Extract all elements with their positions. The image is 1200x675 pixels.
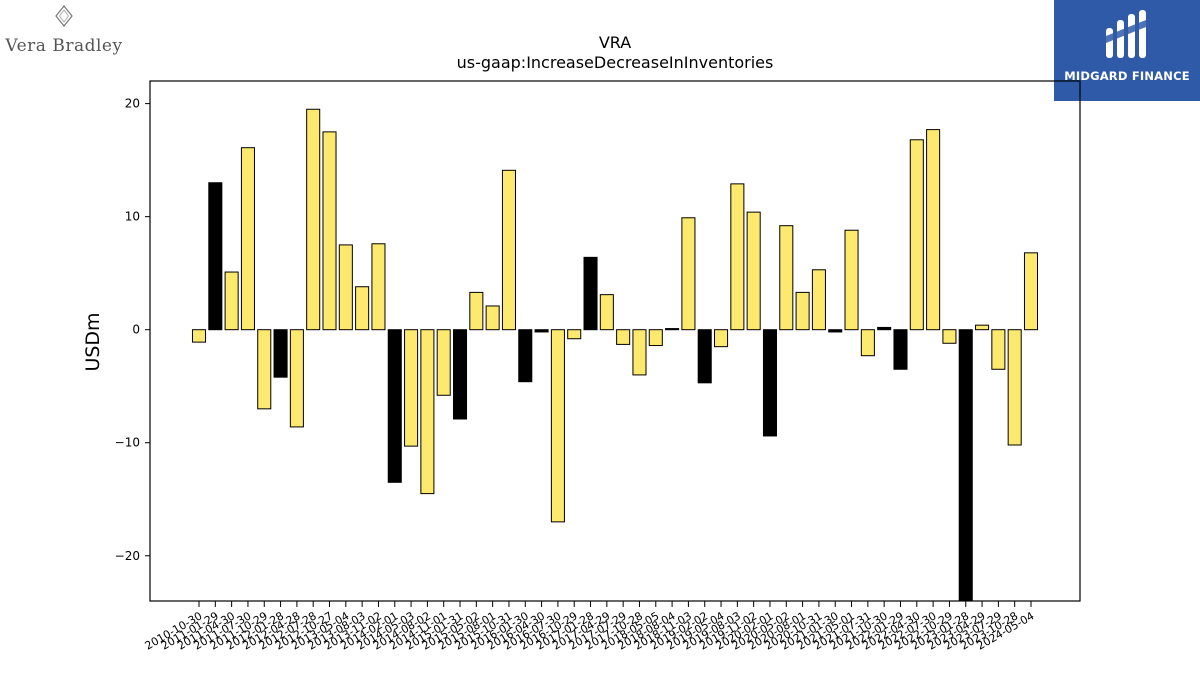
midgard-finance-logo: MIDGARD FINANCE (1054, 0, 1200, 101)
bar-2014-02-01 (387, 329, 402, 483)
bar-2015-01-31 (452, 329, 468, 420)
bar-2012-10-27 (322, 131, 337, 331)
bar-2015-10-31 (501, 169, 516, 331)
x-axis: 2010-10-302011-01-292011-04-302011-07-30… (143, 601, 1037, 653)
bar-2016-04-30 (534, 329, 549, 333)
bar-2011-04-30 (224, 271, 239, 331)
bar-2012-07-28 (306, 108, 321, 331)
bar-2021-01-30 (828, 329, 843, 333)
chart-subtitle: us-gaap:IncreaseDecreaseInInventories (457, 53, 774, 72)
bar-2011-01-29 (208, 182, 223, 331)
chart-title: VRA (599, 33, 631, 52)
midgard-mark-icon (1106, 10, 1146, 58)
bar-2017-04-29 (599, 294, 614, 331)
bar-2011-10-29 (257, 329, 272, 410)
bar-2022-10-29 (942, 329, 957, 344)
y-axis-label: USDm (82, 312, 104, 371)
bar-2020-08-01 (795, 291, 810, 331)
bar-2017-01-28 (583, 256, 598, 331)
bar-2013-11-02 (371, 243, 386, 331)
bar-2018-05-05 (648, 329, 663, 347)
bar-2019-05-04 (714, 329, 729, 348)
bar-2023-01-28 (958, 329, 973, 602)
bar-2023-10-28 (1007, 329, 1022, 446)
bar-2015-05-02 (469, 291, 484, 331)
bar-2013-05-04 (338, 244, 353, 331)
vera-bradley-wordmark: Vera Bradley (5, 36, 123, 56)
bar-2024-05-04 (1023, 252, 1039, 331)
bar-2021-10-30 (877, 326, 892, 331)
bar-2018-08-04 (665, 328, 680, 331)
bar-2020-05-02 (779, 225, 794, 331)
bar-2018-11-03 (681, 217, 696, 331)
bar-2011-07-30 (240, 147, 255, 331)
y-tick-label: −20 (115, 549, 140, 563)
plot-frame (149, 80, 1081, 602)
bar-2021-07-31 (860, 329, 875, 357)
y-tick-label: −10 (115, 436, 140, 450)
midgard-finance-wordmark: MIDGARD FINANCE (1064, 69, 1190, 83)
bar-2012-04-28 (289, 329, 304, 428)
bar-2012-01-28 (273, 329, 288, 378)
bar-2020-02-01 (762, 329, 778, 437)
bar-2014-05-03 (404, 329, 419, 447)
y-axis: −20 −10 0 10 20 (115, 97, 150, 563)
bar-2019-08-03 (730, 183, 745, 331)
bar-2021-05-01 (844, 229, 859, 331)
vera-bradley-logo: Vera Bradley (4, 4, 124, 60)
bar-2016-01-30 (518, 329, 533, 383)
bar-2016-07-30 (550, 329, 565, 523)
bar-2023-04-29 (975, 324, 990, 331)
y-tick-label: 0 (132, 323, 140, 337)
diamond-logo-icon (55, 5, 73, 27)
bar-2017-07-29 (616, 329, 631, 345)
bar-2010-10-30 (191, 329, 207, 343)
bar-2023-07-29 (991, 329, 1006, 370)
bars-group (191, 108, 1039, 602)
bar-2016-10-29 (567, 329, 582, 340)
bar-2022-01-29 (893, 329, 908, 370)
y-tick-label: 10 (125, 210, 140, 224)
bar-2022-07-30 (926, 129, 941, 331)
y-tick-label: 20 (125, 97, 140, 111)
bar-2022-04-30 (909, 139, 924, 331)
bar-2019-11-02 (746, 211, 761, 331)
bar-2015-08-01 (485, 305, 500, 331)
bar-2019-02-02 (697, 329, 712, 384)
bar-2014-08-02 (420, 329, 435, 495)
bar-2013-08-03 (355, 286, 370, 331)
bar-2014-11-01 (436, 329, 451, 396)
bar-2017-10-28 (632, 329, 647, 376)
bar-2020-10-31 (811, 269, 826, 331)
